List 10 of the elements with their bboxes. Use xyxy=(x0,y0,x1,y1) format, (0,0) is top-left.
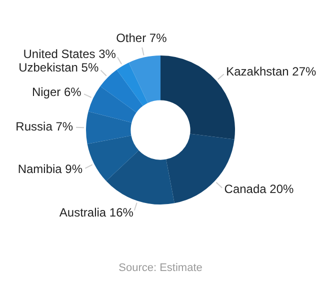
slice-label: Canada 20% xyxy=(224,182,294,196)
slice-label: Namibia 9% xyxy=(18,162,83,176)
slice-label: Kazakhstan 27% xyxy=(226,64,317,78)
source-note: Source: Estimate xyxy=(118,262,202,274)
slice-label: Australia 16% xyxy=(59,206,134,220)
slice-label: Niger 6% xyxy=(32,85,82,100)
slice-label: United States 3% xyxy=(23,47,116,61)
slice-label: Russia 7% xyxy=(16,120,74,134)
slice-label: Other 7% xyxy=(116,30,168,45)
slice-label: Uzbekistan 5% xyxy=(18,60,99,74)
